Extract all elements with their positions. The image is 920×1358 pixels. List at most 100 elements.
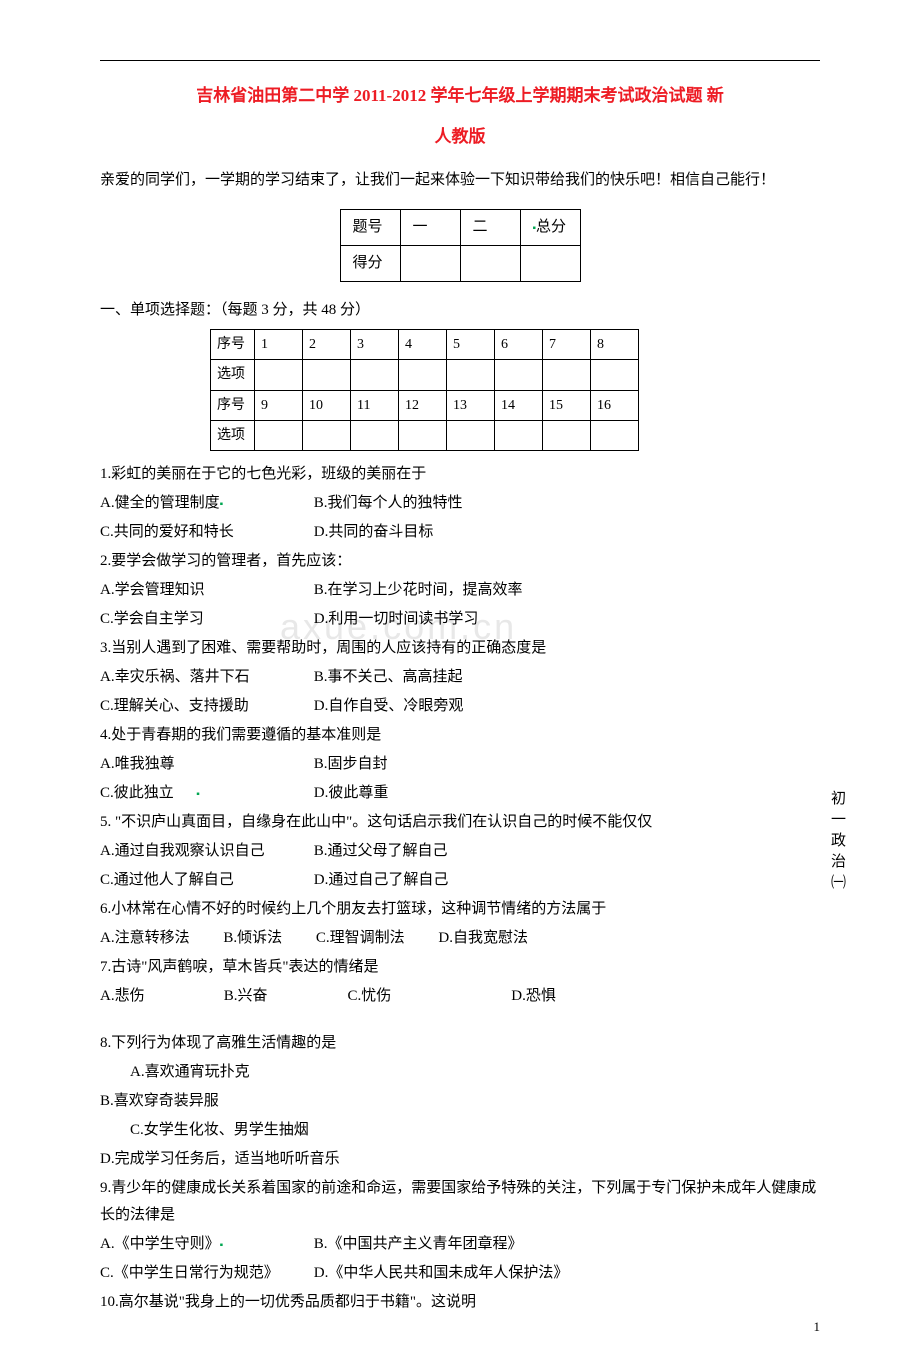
question-2: 2.要学会做学习的管理者，首先应该：: [100, 548, 820, 575]
side-label: 初一政治㈠: [823, 790, 850, 895]
option-a: A.通过自我观察认识自己: [100, 838, 310, 865]
cell: [447, 420, 495, 450]
cell: 15: [543, 390, 591, 420]
options: A.《中学生守则》▪ B.《中国共产主义青年团章程》: [100, 1231, 820, 1258]
option-b: B.倾诉法: [223, 925, 282, 952]
options: C.通过他人了解自己 D.通过自己了解自己: [100, 867, 820, 894]
question-7: 7.古诗"风声鹤唳，草木皆兵"表达的情绪是: [100, 954, 820, 981]
option-a: A.学会管理知识: [100, 577, 310, 604]
options: A.学会管理知识 B.在学习上少花时间，提高效率: [100, 577, 820, 604]
option-b: B.通过父母了解自己: [314, 843, 448, 859]
intro-text: 亲爱的同学们，一学期的学习结束了，让我们一起来体验一下知识带给我们的快乐吧！相信…: [100, 167, 820, 194]
options: C.《中学生日常行为规范》 D.《中华人民共和国未成年人保护法》: [100, 1260, 820, 1287]
cell: [351, 420, 399, 450]
cell: 序号: [211, 390, 255, 420]
options: A.健全的管理制度▪ B.我们每个人的独特性: [100, 490, 820, 517]
option-c: C.通过他人了解自己: [100, 867, 310, 894]
option-a: A.悲伤: [100, 983, 220, 1010]
cell: 10: [303, 390, 351, 420]
options: A.唯我独尊 B.固步自封: [100, 751, 820, 778]
cell: [447, 360, 495, 390]
cell: 13: [447, 390, 495, 420]
option-c: C.共同的爱好和特长: [100, 519, 310, 546]
option-c: C.忧伤: [348, 983, 508, 1010]
cell: 8: [591, 330, 639, 360]
main-title-line1: 吉林省油田第二中学 2011-2012 学年七年级上学期期末考试政治试题 新: [100, 81, 820, 112]
option-b: B.喜欢穿奇装异服: [100, 1088, 820, 1115]
cell: 7: [543, 330, 591, 360]
cell: 2: [303, 330, 351, 360]
cell: [591, 420, 639, 450]
cell: [460, 246, 520, 282]
table-row: 选项: [211, 420, 639, 450]
option-d: D.利用一切时间读书学习: [314, 611, 479, 627]
cell: [543, 420, 591, 450]
cell: 9: [255, 390, 303, 420]
option-c: C.理解关心、支持援助: [100, 693, 310, 720]
cell: 3: [351, 330, 399, 360]
option-d: D.自我宽慰法: [438, 925, 528, 952]
section-heading: 一、单项选择题：（每题 3 分，共 48 分）: [100, 297, 820, 324]
cell: [303, 420, 351, 450]
question-10: 10.高尔基说"我身上的一切优秀品质都归于书籍"。这说明: [100, 1289, 820, 1316]
cell: [520, 246, 580, 282]
table-row: 选项: [211, 360, 639, 390]
options: C.彼此独立 ▪ D.彼此尊重: [100, 780, 820, 807]
option-c: C.学会自主学习: [100, 606, 310, 633]
cell: [255, 420, 303, 450]
option-b: B.我们每个人的独特性: [314, 495, 463, 511]
cell: 1: [255, 330, 303, 360]
option-a: A.注意转移法: [100, 925, 190, 952]
cell: [591, 360, 639, 390]
options: C.理解关心、支持援助 D.自作自受、冷眼旁观: [100, 693, 820, 720]
options: A.注意转移法 B.倾诉法 C.理智调制法 D.自我宽慰法: [100, 925, 820, 952]
option-d: D.彼此尊重: [314, 785, 389, 801]
cell: 16: [591, 390, 639, 420]
option-c: C.理智调制法: [316, 925, 405, 952]
cell: 4: [399, 330, 447, 360]
option-a: A.幸灾乐祸、落井下石: [100, 664, 310, 691]
option-c: C.彼此独立 ▪: [100, 780, 310, 807]
option-d: D.通过自己了解自己: [314, 872, 449, 888]
cell: 二: [460, 210, 520, 246]
cell: 序号: [211, 330, 255, 360]
cell: [351, 360, 399, 390]
table-row: 得分: [340, 246, 580, 282]
cell: 6: [495, 330, 543, 360]
option-b: B.兴奋: [224, 983, 344, 1010]
question-1: 1.彩虹的美丽在于它的七色光彩，班级的美丽在于: [100, 461, 820, 488]
question-5: 5. "不识庐山真面目，自缘身在此山中"。这句话启示我们在认识自己的时候不能仅仅: [100, 809, 820, 836]
cell: [495, 360, 543, 390]
cell: ▪总分: [520, 210, 580, 246]
cell: [400, 246, 460, 282]
page-number: 1: [814, 1315, 821, 1338]
option-d: D.共同的奋斗目标: [314, 524, 434, 540]
options: C.共同的爱好和特长 D.共同的奋斗目标: [100, 519, 820, 546]
question-8: 8.下列行为体现了高雅生活情趣的是: [100, 1030, 820, 1057]
top-divider: [100, 60, 820, 61]
options: A.通过自我观察认识自己 B.通过父母了解自己: [100, 838, 820, 865]
table-row: 序号 1 2 3 4 5 6 7 8: [211, 330, 639, 360]
cell: 14: [495, 390, 543, 420]
cell: 11: [351, 390, 399, 420]
option-b: B.固步自封: [314, 756, 388, 772]
score-table: 题号 一 二 ▪总分 得分: [340, 209, 581, 282]
option-d: D.完成学习任务后，适当地听听音乐: [100, 1146, 820, 1173]
cell: 12: [399, 390, 447, 420]
cell: 选项: [211, 420, 255, 450]
option-d: D.《中华人民共和国未成年人保护法》: [314, 1265, 569, 1281]
cell: 5: [447, 330, 495, 360]
cell: 得分: [340, 246, 400, 282]
cell: [495, 420, 543, 450]
option-a: A.《中学生守则》▪: [100, 1231, 310, 1258]
option-d: D.自作自受、冷眼旁观: [314, 698, 464, 714]
option-a: A.唯我独尊: [100, 751, 310, 778]
option-c: C.《中学生日常行为规范》: [100, 1260, 310, 1287]
question-6: 6.小林常在心情不好的时候约上几个朋友去打篮球，这种调节情绪的方法属于: [100, 896, 820, 923]
main-title-line2: 人教版: [100, 122, 820, 153]
options: A.幸灾乐祸、落井下石 B.事不关己、高高挂起: [100, 664, 820, 691]
option-a: A.喜欢通宵玩扑克: [100, 1059, 820, 1086]
cell: [399, 420, 447, 450]
question-9: 9.青少年的健康成长关系着国家的前途和命运，需要国家给予特殊的关注，下列属于专门…: [100, 1175, 820, 1229]
cell: 选项: [211, 360, 255, 390]
